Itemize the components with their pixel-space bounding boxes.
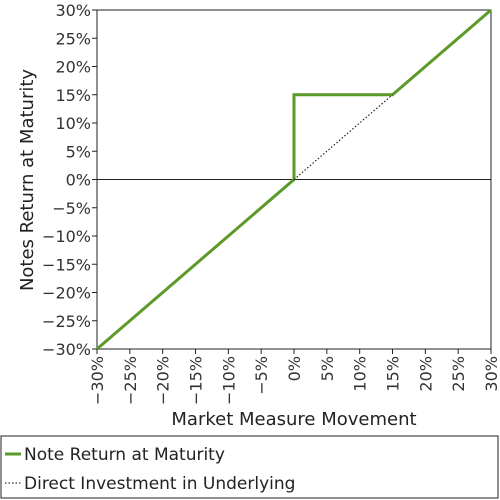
legend-box	[0, 435, 499, 499]
y-tick-label: 5%	[66, 142, 91, 161]
x-tick-label: 30%	[482, 356, 500, 392]
y-tick-label: 20%	[55, 58, 91, 77]
x-tick-label: −25%	[121, 356, 140, 405]
series-line-note-return	[96, 8, 492, 351]
x-tick-label: 0%	[285, 356, 304, 381]
x-tick-label: 15%	[384, 356, 403, 392]
y-tick-label: −5%	[52, 199, 91, 218]
y-tick-label: 25%	[55, 29, 91, 48]
series-layer	[96, 8, 492, 351]
x-tick-label: 10%	[351, 356, 370, 392]
y-tick-label: −15%	[42, 255, 91, 274]
x-tick-label: −15%	[187, 356, 206, 405]
x-tick-label: −20%	[154, 356, 173, 405]
x-tick-label: 25%	[449, 356, 468, 392]
x-tick-label: −30%	[88, 356, 107, 405]
y-tick-label: −30%	[42, 340, 91, 359]
y-tick-label: −25%	[42, 312, 91, 331]
series-line-direct-investment	[293, 94, 393, 180]
x-tick-label: 5%	[318, 356, 337, 381]
y-tick-label: −10%	[42, 227, 91, 246]
y-tick-label: 0%	[66, 171, 91, 190]
y-tick-label: 15%	[55, 86, 91, 105]
y-tick-label: −20%	[42, 284, 91, 303]
legend-label-note-return: Note Return at Maturity	[24, 445, 225, 465]
x-axis-ticks: −30% −25% −20% −15% −10% −5% 0% 5% 10% 15% 20% 25% 3…	[88, 349, 500, 405]
x-tick-label: −5%	[252, 356, 271, 395]
x-tick-label: 20%	[416, 356, 435, 392]
x-tick-label: −10%	[219, 356, 238, 405]
x-axis-title: Market Measure Movement	[171, 409, 416, 430]
y-axis-title: Notes Return at Maturity	[17, 69, 38, 291]
y-axis-ticks: −30% −25% −20% −15% −10% −5% 0% 5% 10% 15% 20% 25% 3…	[42, 1, 97, 359]
legend: Note Return at Maturity Direct Investmen…	[0, 435, 499, 499]
legend-label-direct-investment: Direct Investment in Underlying	[24, 474, 295, 494]
y-tick-label: 10%	[55, 114, 91, 133]
y-tick-label: 30%	[55, 1, 91, 20]
